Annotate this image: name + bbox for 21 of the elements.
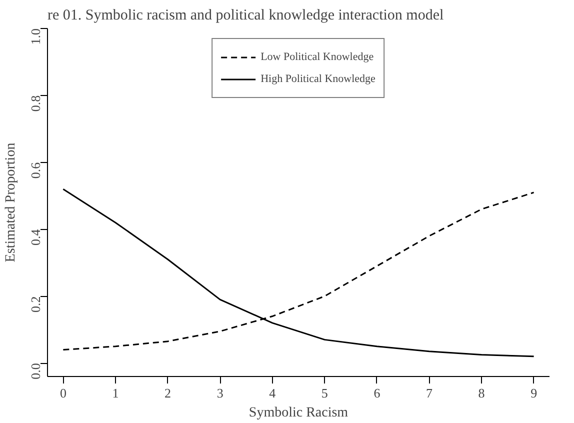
x-tick-label: 7 (426, 386, 433, 400)
legend-label: Low Political Knowledge (260, 51, 374, 63)
x-tick-label: 5 (321, 386, 328, 400)
y-tick-label: 0.2 (28, 296, 43, 312)
x-tick-label: 2 (164, 386, 172, 400)
y-tick-label: 0.8 (28, 95, 43, 112)
x-tick-label: 0 (60, 386, 66, 400)
x-tick-label: 4 (269, 386, 276, 400)
y-tick-label: 1.0 (28, 28, 43, 45)
x-tick-label: 3 (216, 386, 224, 400)
x-axis-title: Symbolic Racism (248, 406, 348, 420)
x-tick-label: 8 (478, 386, 485, 400)
x-tick-label: 1 (112, 386, 119, 400)
y-tick-label: 0.4 (28, 228, 43, 246)
chart-title: re 01. Symbolic racism and political knowledge interaction model (48, 8, 444, 24)
y-tick-label: 0.6 (28, 162, 43, 179)
y-axis-title: Estimated Proportion (4, 142, 18, 262)
y-tick-label: 0.0 (28, 363, 43, 380)
x-tick-label: 9 (530, 386, 538, 400)
x-tick-label: 6 (374, 386, 381, 400)
legend-label: High Political Knowledge (260, 73, 376, 85)
